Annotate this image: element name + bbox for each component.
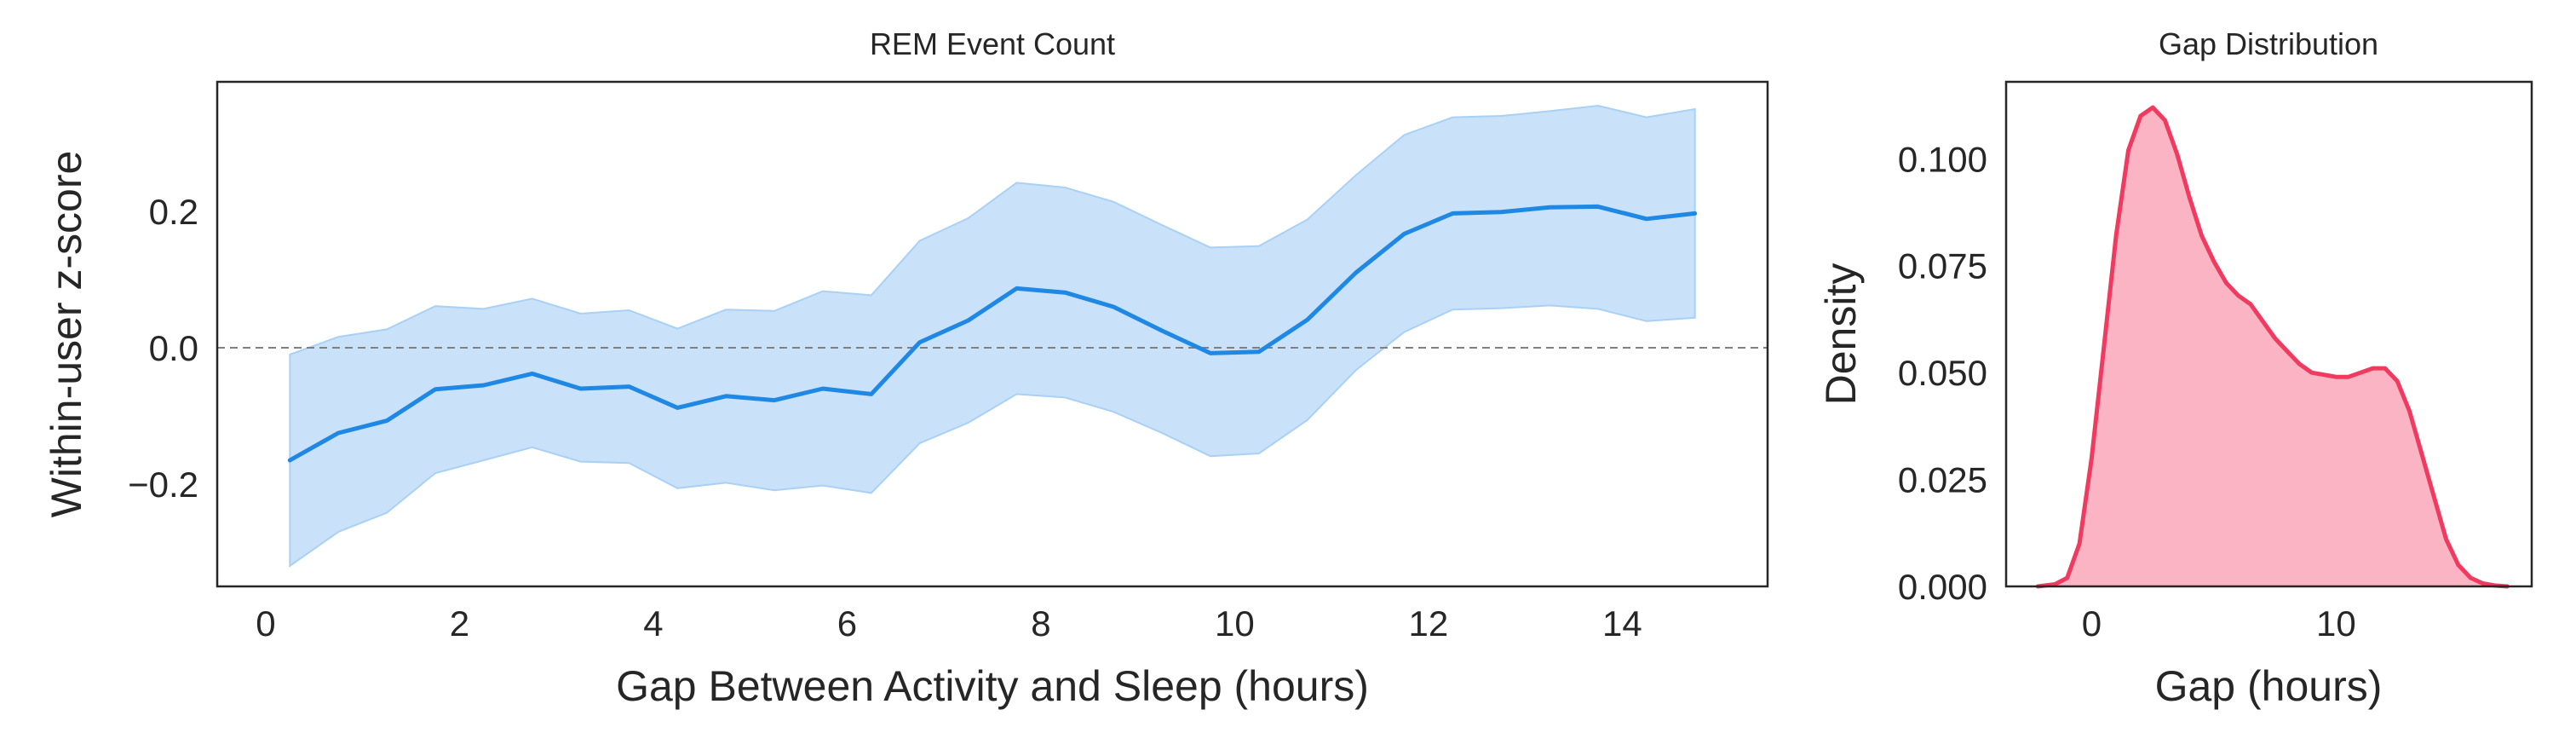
gap-chart-title: Gap Distribution [2159, 26, 2378, 61]
rem-x-tick-label: 14 [1602, 603, 1642, 644]
gap-panel: Gap Distribution 0 10 0.000 0.025 0.050 0.07… [1817, 26, 2533, 710]
gap-y-axis-label: Density [1817, 263, 1865, 406]
gap-x-ticks: 0 10 [2082, 603, 2356, 644]
density-curve [2035, 105, 2510, 589]
rem-x-tick-label: 8 [1031, 603, 1050, 644]
rem-x-ticks: 0 2 4 6 8 10 12 14 [256, 603, 1642, 644]
rem-y-tick-label: −0.2 [128, 465, 198, 505]
rem-x-tick-label: 0 [256, 603, 275, 644]
rem-x-tick-label: 10 [1215, 603, 1255, 644]
gap-x-tick-label: 0 [2082, 603, 2102, 644]
rem-y-tick-label: 0.0 [149, 328, 198, 368]
gap-x-tick-label: 10 [2316, 603, 2356, 644]
rem-y-ticks: −0.2 0.0 0.2 [128, 192, 198, 505]
rem-y-axis-label: Within-user z-score [43, 151, 90, 518]
gap-y-tick-label: 0.075 [1898, 246, 1987, 286]
gap-y-tick-label: 0.000 [1898, 567, 1987, 607]
gap-y-tick-label: 0.100 [1898, 139, 1987, 179]
rem-x-tick-label: 4 [643, 603, 663, 644]
rem-plot-area [217, 104, 1768, 568]
gap-y-ticks: 0.000 0.025 0.050 0.075 0.100 [1898, 139, 1987, 607]
mean-line [287, 204, 1698, 463]
rem-plot-frame [216, 80, 1769, 588]
gap-x-axis-label: Gap (hours) [2155, 662, 2383, 710]
rem-panel: REM Event Count 0 2 4 6 8 10 12 14 −0.2 0.0 0.2 G… [43, 26, 1769, 710]
rem-chart-title: REM Event Count [870, 26, 1115, 61]
rem-x-axis-label: Gap Between Activity and Sleep (hours) [616, 662, 1369, 710]
gap-plot-area [2035, 105, 2510, 589]
gap-y-tick-label: 0.025 [1898, 460, 1987, 500]
confidence-band [289, 104, 1696, 568]
rem-x-tick-label: 12 [1409, 603, 1449, 644]
rem-x-tick-label: 6 [837, 603, 857, 644]
gap-plot-frame [2004, 80, 2533, 588]
gap-y-tick-label: 0.050 [1898, 353, 1987, 393]
rem-y-tick-label: 0.2 [149, 192, 198, 232]
density-area [2038, 107, 2508, 587]
rem-x-tick-label: 2 [450, 603, 469, 644]
